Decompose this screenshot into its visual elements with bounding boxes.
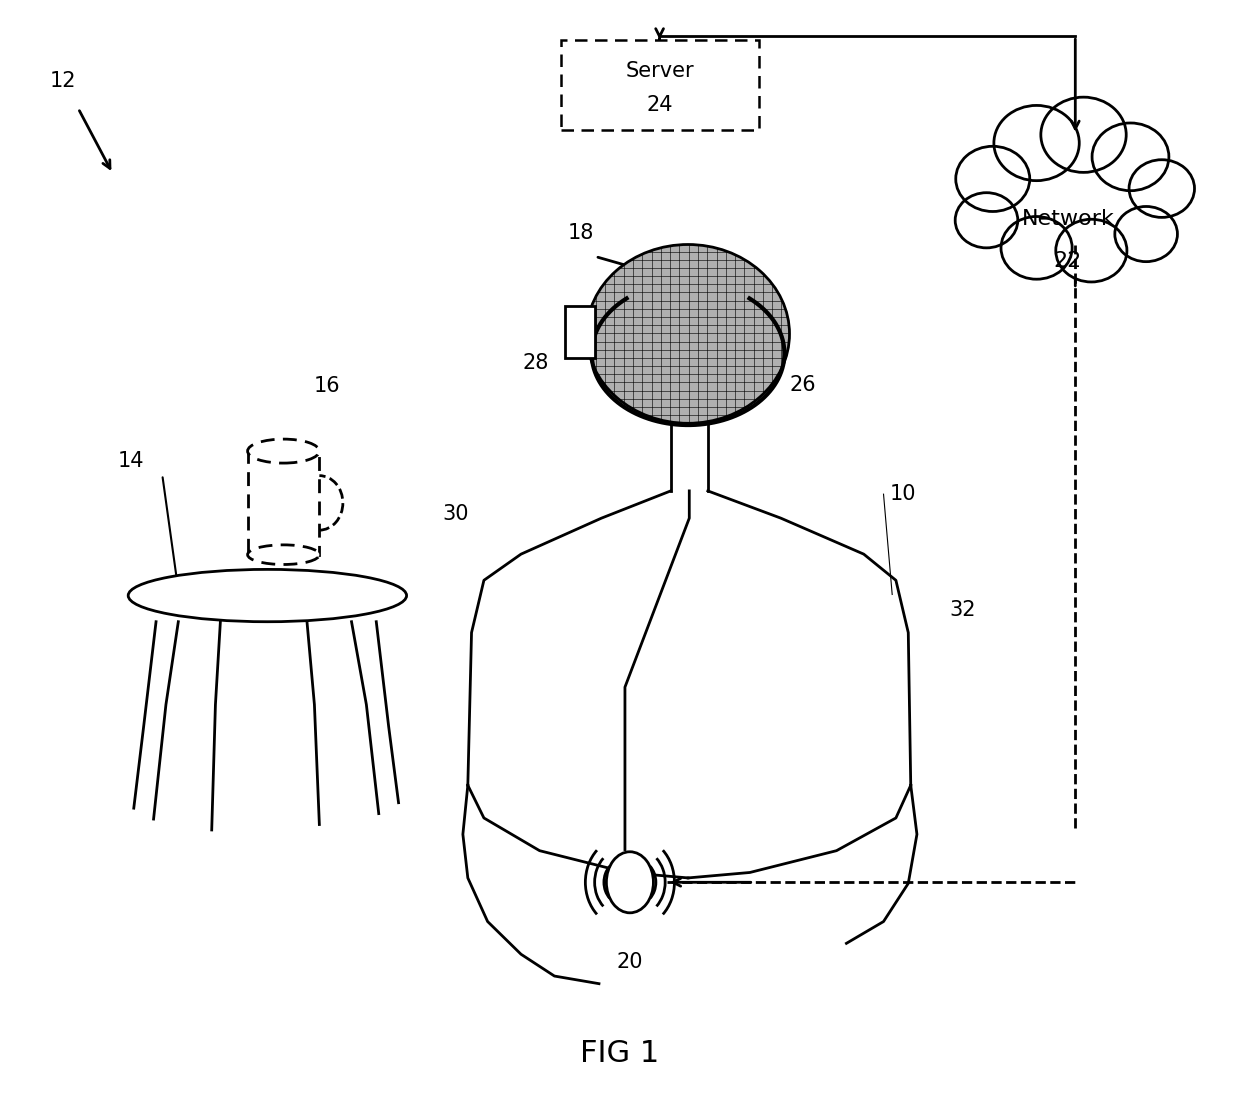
Circle shape [587, 245, 790, 423]
Circle shape [955, 192, 1018, 248]
Text: 12: 12 [50, 71, 77, 91]
Text: 16: 16 [314, 376, 340, 396]
Text: 24: 24 [646, 95, 673, 115]
Text: 32: 32 [950, 600, 976, 620]
Text: 14: 14 [118, 451, 145, 471]
Circle shape [994, 105, 1079, 180]
Circle shape [1040, 97, 1126, 173]
Text: 20: 20 [616, 952, 644, 972]
Bar [248, 451, 320, 554]
Circle shape [1001, 216, 1073, 279]
Ellipse shape [606, 851, 653, 913]
Ellipse shape [128, 569, 407, 622]
Text: 18: 18 [567, 223, 594, 244]
Text: FIG 1: FIG 1 [580, 1039, 660, 1068]
Text: 28: 28 [523, 353, 549, 374]
Circle shape [1092, 124, 1169, 190]
Text: 10: 10 [890, 484, 916, 504]
Ellipse shape [248, 439, 320, 463]
Circle shape [1130, 160, 1194, 218]
Text: Server: Server [625, 61, 694, 81]
Circle shape [1115, 207, 1178, 261]
Text: 22: 22 [1054, 251, 1083, 271]
Ellipse shape [248, 545, 320, 564]
Text: 26: 26 [790, 375, 816, 396]
Polygon shape [955, 165, 1190, 245]
Bar [565, 306, 595, 357]
Text: Network: Network [1022, 210, 1115, 230]
Polygon shape [942, 243, 1193, 279]
FancyBboxPatch shape [560, 39, 759, 130]
Circle shape [1055, 220, 1127, 282]
Text: 30: 30 [443, 504, 469, 524]
Circle shape [956, 146, 1029, 212]
